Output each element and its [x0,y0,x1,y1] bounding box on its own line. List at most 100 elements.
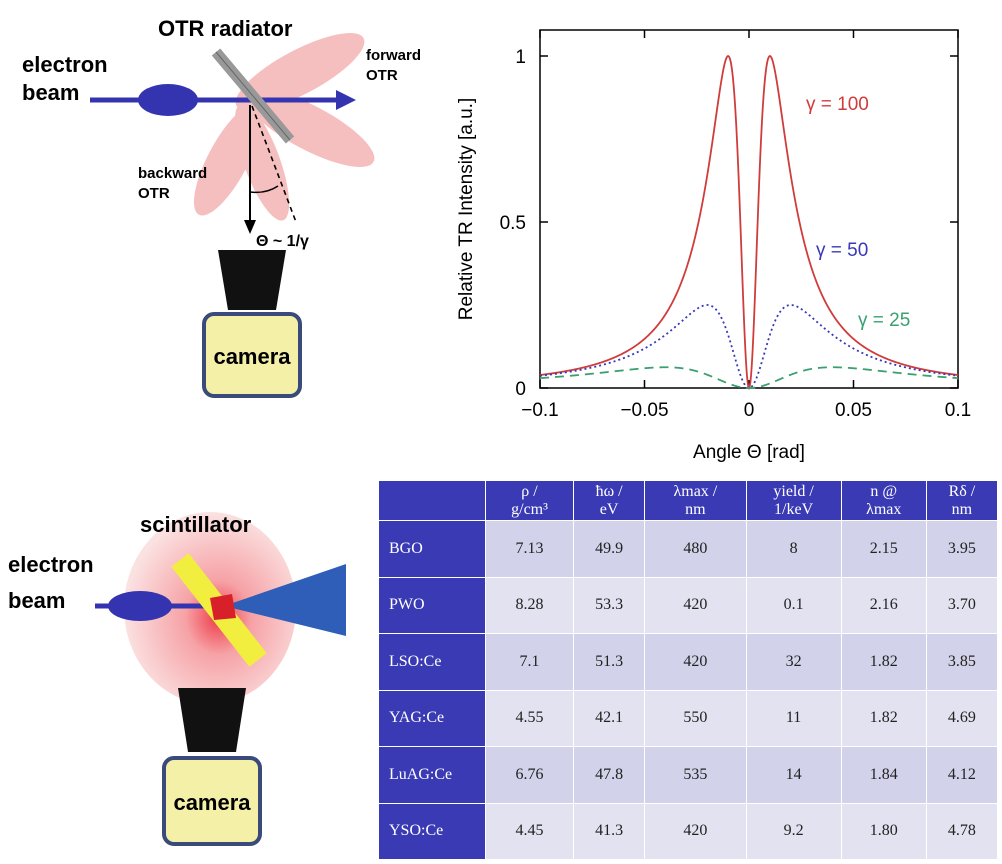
material-name-cell: LuAG:Ce [379,747,486,803]
value-cell: 53.3 [574,577,645,633]
interaction-spot [210,594,236,620]
scint-camera-label: camera [173,790,251,815]
header-yield: yield /1/keV [746,481,841,521]
material-name-cell: YAG:Ce [379,690,486,746]
value-cell: 8.28 [486,577,574,633]
scintillator-properties-table: ρ / g/cm³ ħω / eV λmax / nm yield /1/keV n … [378,480,998,860]
value-cell: 51.3 [574,634,645,690]
y-axis-label: Relative TR Intensity [a.u.] [456,98,477,320]
value-cell: 420 [645,803,746,859]
value-cell: 3.85 [926,634,997,690]
x-axis-label: Angle Θ [rad] [693,442,805,463]
otr-camera-lens [218,250,286,310]
material-name-cell: YSO:Ce [379,803,486,859]
value-cell: 47.8 [574,747,645,803]
otr-camera-label: camera [213,344,291,369]
otr-diagram: OTR radiator electron beam forward OTR b… [0,0,440,420]
value-cell: 4.45 [486,803,574,859]
x-tick-label: −0.05 [620,400,668,421]
series-curves [540,56,958,388]
material-name-cell: BGO [379,521,486,577]
scint-electron-bunch [108,591,172,621]
value-cell: 2.16 [841,577,926,633]
value-cell: 9.2 [746,803,841,859]
value-cell: 6.76 [486,747,574,803]
scintillator-diagram: scintillator electron beam camera [0,440,378,864]
value-cell: 14 [746,747,841,803]
material-name-cell: PWO [379,577,486,633]
value-cell: 4.55 [486,690,574,746]
value-cell: 42.1 [574,690,645,746]
value-cell: 11 [746,690,841,746]
value-cell: 1.82 [841,634,926,690]
x-tick-label: −0.1 [521,400,559,421]
value-cell: 7.1 [486,634,574,690]
table-row: YSO:Ce 4.45 41.3 420 9.2 1.80 4.78 [379,803,998,859]
value-cell: 3.70 [926,577,997,633]
value-cell: 4.78 [926,803,997,859]
legend-gamma-100: γ = 100 [806,94,869,115]
y-tick-label: 0 [515,379,526,400]
value-cell: 4.69 [926,690,997,746]
x-tick-label: 0.1 [945,400,971,421]
value-cell: 1.84 [841,747,926,803]
header-photon-energy: ħω / eV [574,481,645,521]
y-tick-label: 1 [515,47,526,68]
table-row: LSO:Ce 7.1 51.3 420 32 1.82 3.85 [379,634,998,690]
angle-label: Θ ~ 1/γ [256,233,309,250]
plot-frame [540,30,958,388]
value-cell: 8 [746,521,841,577]
forward-otr-label-2: OTR [366,67,398,84]
value-cell: 4.12 [926,747,997,803]
value-cell: 1.80 [841,803,926,859]
value-cell: 480 [645,521,746,577]
otr-beam-label-1: electron [22,52,108,77]
otr-title: OTR radiator [158,16,293,41]
emission-arrow-head [244,220,256,234]
legend-gamma-50: γ = 50 [816,240,868,261]
table-row: BGO 7.13 49.9 480 8 2.15 3.95 [379,521,998,577]
table-row: LuAG:Ce 6.76 47.8 535 14 1.84 4.12 [379,747,998,803]
scint-title: scintillator [140,512,252,537]
value-cell: 420 [645,577,746,633]
axis-ticks: −0.1 −0.05 0 0.05 0.1 0 0.5 1 [500,30,972,421]
x-tick-label: 0 [744,400,755,421]
value-cell: 535 [645,747,746,803]
backward-otr-label-1: backward [138,165,207,182]
table-body: BGO 7.13 49.9 480 8 2.15 3.95 PWO 8.28 53.3 420 0.1… [379,521,998,860]
material-name-cell: LSO:Ce [379,634,486,690]
header-refractive-index: n @ λmax [841,481,926,521]
properties-table: ρ / g/cm³ ħω / eV λmax / nm yield /1/keV n … [378,480,998,860]
value-cell: 2.15 [841,521,926,577]
beam-arrow-head [336,90,356,110]
scint-beam-label-1: electron [8,552,94,577]
scint-camera-lens [178,688,246,752]
header-r-delta: Rδ / nm [926,481,997,521]
otr-beam-label-2: beam [22,80,79,105]
header-density: ρ / g/cm³ [486,481,574,521]
value-cell: 49.9 [574,521,645,577]
value-cell: 32 [746,634,841,690]
value-cell: 1.82 [841,690,926,746]
header-lambda-max: λmax / nm [645,481,746,521]
value-cell: 550 [645,690,746,746]
value-cell: 0.1 [746,577,841,633]
legend-gamma-25: γ = 25 [858,310,910,331]
otr-lobes [181,19,384,227]
forward-otr-label-1: forward [366,47,421,64]
electron-bunch [138,84,198,116]
x-tick-label: 0.05 [835,400,872,421]
value-cell: 3.95 [926,521,997,577]
y-tick-label: 0.5 [500,213,526,234]
table-row: PWO 8.28 53.3 420 0.1 2.16 3.70 [379,577,998,633]
tr-intensity-chart: −0.1 −0.05 0 0.05 0.1 0 0.5 1 Relative TR Inten… [440,0,1002,470]
table-corner-cell [379,481,486,521]
table-row: YAG:Ce 4.55 42.1 550 11 1.82 4.69 [379,690,998,746]
scint-beam-label-2: beam [8,588,65,613]
table-header-row: ρ / g/cm³ ħω / eV λmax / nm yield /1/keV n … [379,481,998,521]
backward-otr-label-2: OTR [138,185,170,202]
value-cell: 7.13 [486,521,574,577]
series-line-gamma-100 [540,56,958,388]
value-cell: 420 [645,634,746,690]
value-cell: 41.3 [574,803,645,859]
